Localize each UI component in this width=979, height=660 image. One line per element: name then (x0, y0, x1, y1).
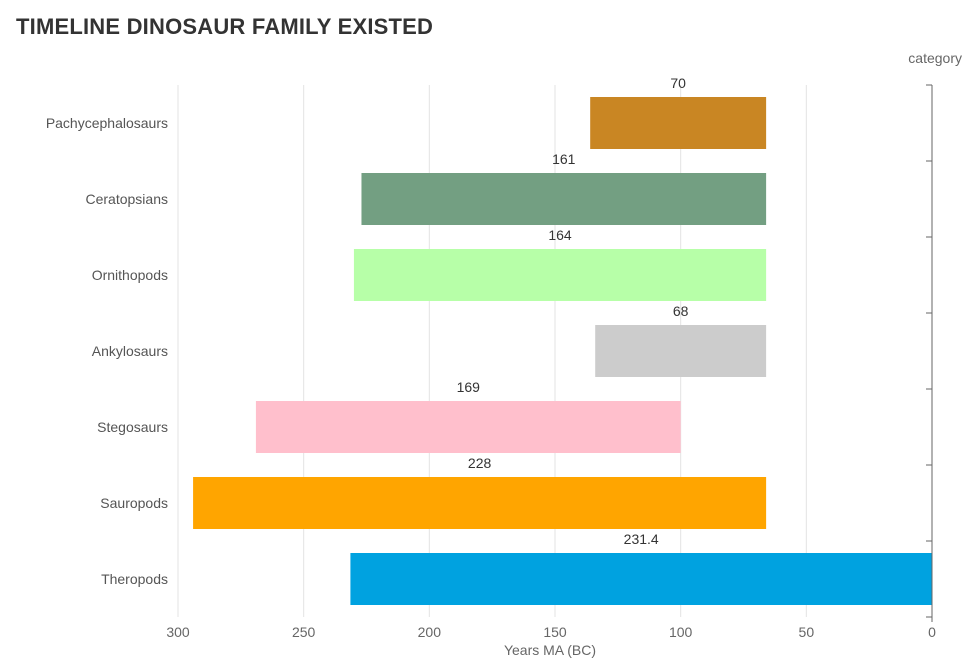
right-axis (926, 84, 933, 622)
bar-stegosaurs (255, 401, 681, 453)
data-labels: 70 161 164 68 169 228 231.4 (457, 75, 689, 547)
data-label: 68 (673, 303, 689, 319)
x-tick-label: 50 (799, 624, 815, 640)
y-axis-title: category (908, 50, 962, 66)
category-label: Ankylosaurs (92, 343, 168, 359)
bar-ceratopsians (361, 173, 767, 225)
x-tick-labels: 300 250 200 150 100 50 0 (166, 624, 936, 640)
x-tick-label: 200 (418, 624, 442, 640)
category-label: Pachycephalosaurs (46, 115, 168, 131)
chart-title: TIMELINE DINOSAUR FAMILY EXISTED (16, 14, 434, 39)
x-tick-label: 300 (166, 624, 190, 640)
category-label: Stegosaurs (97, 419, 168, 435)
category-label: Ceratopsians (86, 191, 169, 207)
category-label: Ornithopods (92, 267, 168, 283)
data-label: 161 (552, 151, 576, 167)
x-tick-label: 250 (292, 624, 316, 640)
bars (193, 97, 932, 605)
data-label: 164 (548, 227, 572, 243)
category-labels: Pachycephalosaurs Ceratopsians Ornithopods… (46, 115, 168, 587)
bar-ornithopods (353, 249, 767, 301)
data-label: 228 (468, 455, 492, 471)
category-label: Theropods (101, 571, 168, 587)
bar-pachycephalosaurs (590, 97, 767, 149)
data-label: 70 (670, 75, 686, 91)
data-label: 231.4 (624, 531, 659, 547)
x-tick-label: 0 (928, 624, 936, 640)
x-tick-label: 100 (669, 624, 693, 640)
x-axis-title: Years MA (BC) (504, 642, 596, 658)
data-label: 169 (457, 379, 481, 395)
category-label: Sauropods (100, 495, 168, 511)
x-tick-label: 150 (543, 624, 567, 640)
bar-ankylosaurs (595, 325, 767, 377)
bar-sauropods (193, 477, 767, 529)
bar-theropods (350, 553, 932, 605)
